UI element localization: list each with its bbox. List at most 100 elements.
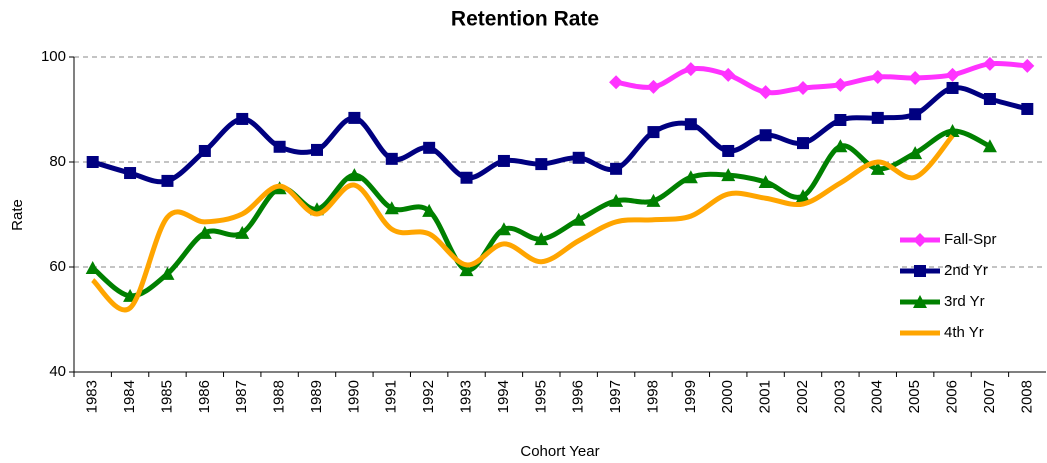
x-tick-label: 1997 xyxy=(607,380,624,413)
x-tick-label: 1991 xyxy=(383,380,400,413)
marker xyxy=(124,167,137,180)
marker xyxy=(384,201,399,215)
marker xyxy=(797,137,809,150)
marker xyxy=(347,168,362,182)
x-tick-label: 1994 xyxy=(495,380,512,413)
marker xyxy=(914,265,926,277)
marker xyxy=(913,233,927,247)
marker xyxy=(86,156,99,168)
marker xyxy=(684,118,697,131)
x-tick-label: 1984 xyxy=(121,380,138,413)
marker xyxy=(161,174,174,187)
marker xyxy=(646,79,661,94)
x-tick-label: 1988 xyxy=(271,380,288,413)
marker xyxy=(908,146,923,160)
x-tick-label: 2005 xyxy=(906,380,923,413)
marker xyxy=(385,152,398,165)
marker xyxy=(870,161,885,175)
marker xyxy=(1021,102,1034,115)
x-axis-label: Cohort Year xyxy=(520,443,599,460)
marker xyxy=(908,71,923,85)
marker xyxy=(459,263,474,277)
x-tick-label: 2006 xyxy=(944,380,961,413)
marker xyxy=(235,225,250,239)
marker xyxy=(572,151,585,164)
x-tick-label: 1990 xyxy=(345,380,362,413)
marker xyxy=(833,77,848,92)
x-tick-label: 2003 xyxy=(831,380,848,413)
x-tick-label: 2007 xyxy=(981,380,998,413)
marker xyxy=(609,193,624,207)
chart-title: Retention Rate xyxy=(451,8,599,31)
x-tick-label: 1985 xyxy=(158,380,175,413)
marker xyxy=(236,112,249,125)
marker xyxy=(909,108,922,121)
legend-label: Fall-Spr xyxy=(944,231,997,248)
x-tick-label: 1999 xyxy=(682,380,699,413)
marker xyxy=(758,174,773,188)
marker xyxy=(197,225,212,239)
x-tick-label: 1996 xyxy=(570,380,587,413)
y-tick-label: 100 xyxy=(41,48,66,65)
marker xyxy=(496,222,511,236)
x-tick-label: 2004 xyxy=(869,380,886,413)
marker xyxy=(982,139,997,153)
legend-label: 3rd Yr xyxy=(944,293,985,310)
x-tick-label: 1992 xyxy=(420,380,437,413)
marker xyxy=(198,144,211,157)
marker xyxy=(871,111,884,124)
marker xyxy=(945,67,960,82)
x-tick-label: 1986 xyxy=(196,380,213,413)
marker xyxy=(460,171,473,184)
marker xyxy=(610,162,623,175)
marker xyxy=(647,126,660,139)
marker xyxy=(422,203,437,217)
x-tick-label: 2001 xyxy=(757,380,774,413)
x-tick-label: 1995 xyxy=(532,380,549,413)
marker xyxy=(983,93,996,105)
marker xyxy=(945,124,960,138)
marker xyxy=(311,143,323,156)
marker xyxy=(982,56,997,71)
x-tick-label: 2002 xyxy=(794,380,811,413)
marker xyxy=(609,75,624,90)
marker xyxy=(535,158,548,171)
marker xyxy=(946,81,959,94)
y-tick-label: 60 xyxy=(49,258,66,275)
x-tick-label: 1989 xyxy=(308,380,325,413)
marker xyxy=(721,168,736,182)
y-tick-label: 80 xyxy=(49,153,66,170)
marker xyxy=(759,129,772,142)
marker xyxy=(85,261,100,275)
x-tick-label: 1987 xyxy=(233,380,250,413)
marker xyxy=(834,114,847,126)
x-tick-label: 1998 xyxy=(644,380,661,413)
marker xyxy=(721,67,736,82)
marker xyxy=(273,140,286,153)
marker xyxy=(423,141,436,154)
series-line xyxy=(90,134,955,313)
marker xyxy=(722,144,735,157)
marker xyxy=(646,193,661,207)
x-tick-label: 1993 xyxy=(458,380,475,413)
x-tick-label: 1983 xyxy=(84,380,101,413)
marker xyxy=(833,139,848,153)
y-tick-label: 40 xyxy=(49,363,66,380)
marker xyxy=(870,69,885,84)
marker xyxy=(571,212,586,226)
marker xyxy=(497,154,510,167)
marker xyxy=(683,170,698,184)
marker xyxy=(348,111,361,124)
x-tick-label: 2000 xyxy=(719,380,736,413)
x-tick-label: 2008 xyxy=(1018,380,1035,413)
y-axis-label: Rate xyxy=(9,199,26,231)
marker xyxy=(796,189,810,203)
marker xyxy=(1020,58,1035,73)
marker xyxy=(160,266,175,280)
series-line xyxy=(91,128,992,299)
marker xyxy=(683,62,698,77)
legend-label: 4th Yr xyxy=(944,324,984,341)
legend-label: 2nd Yr xyxy=(944,262,988,279)
marker xyxy=(796,80,810,95)
